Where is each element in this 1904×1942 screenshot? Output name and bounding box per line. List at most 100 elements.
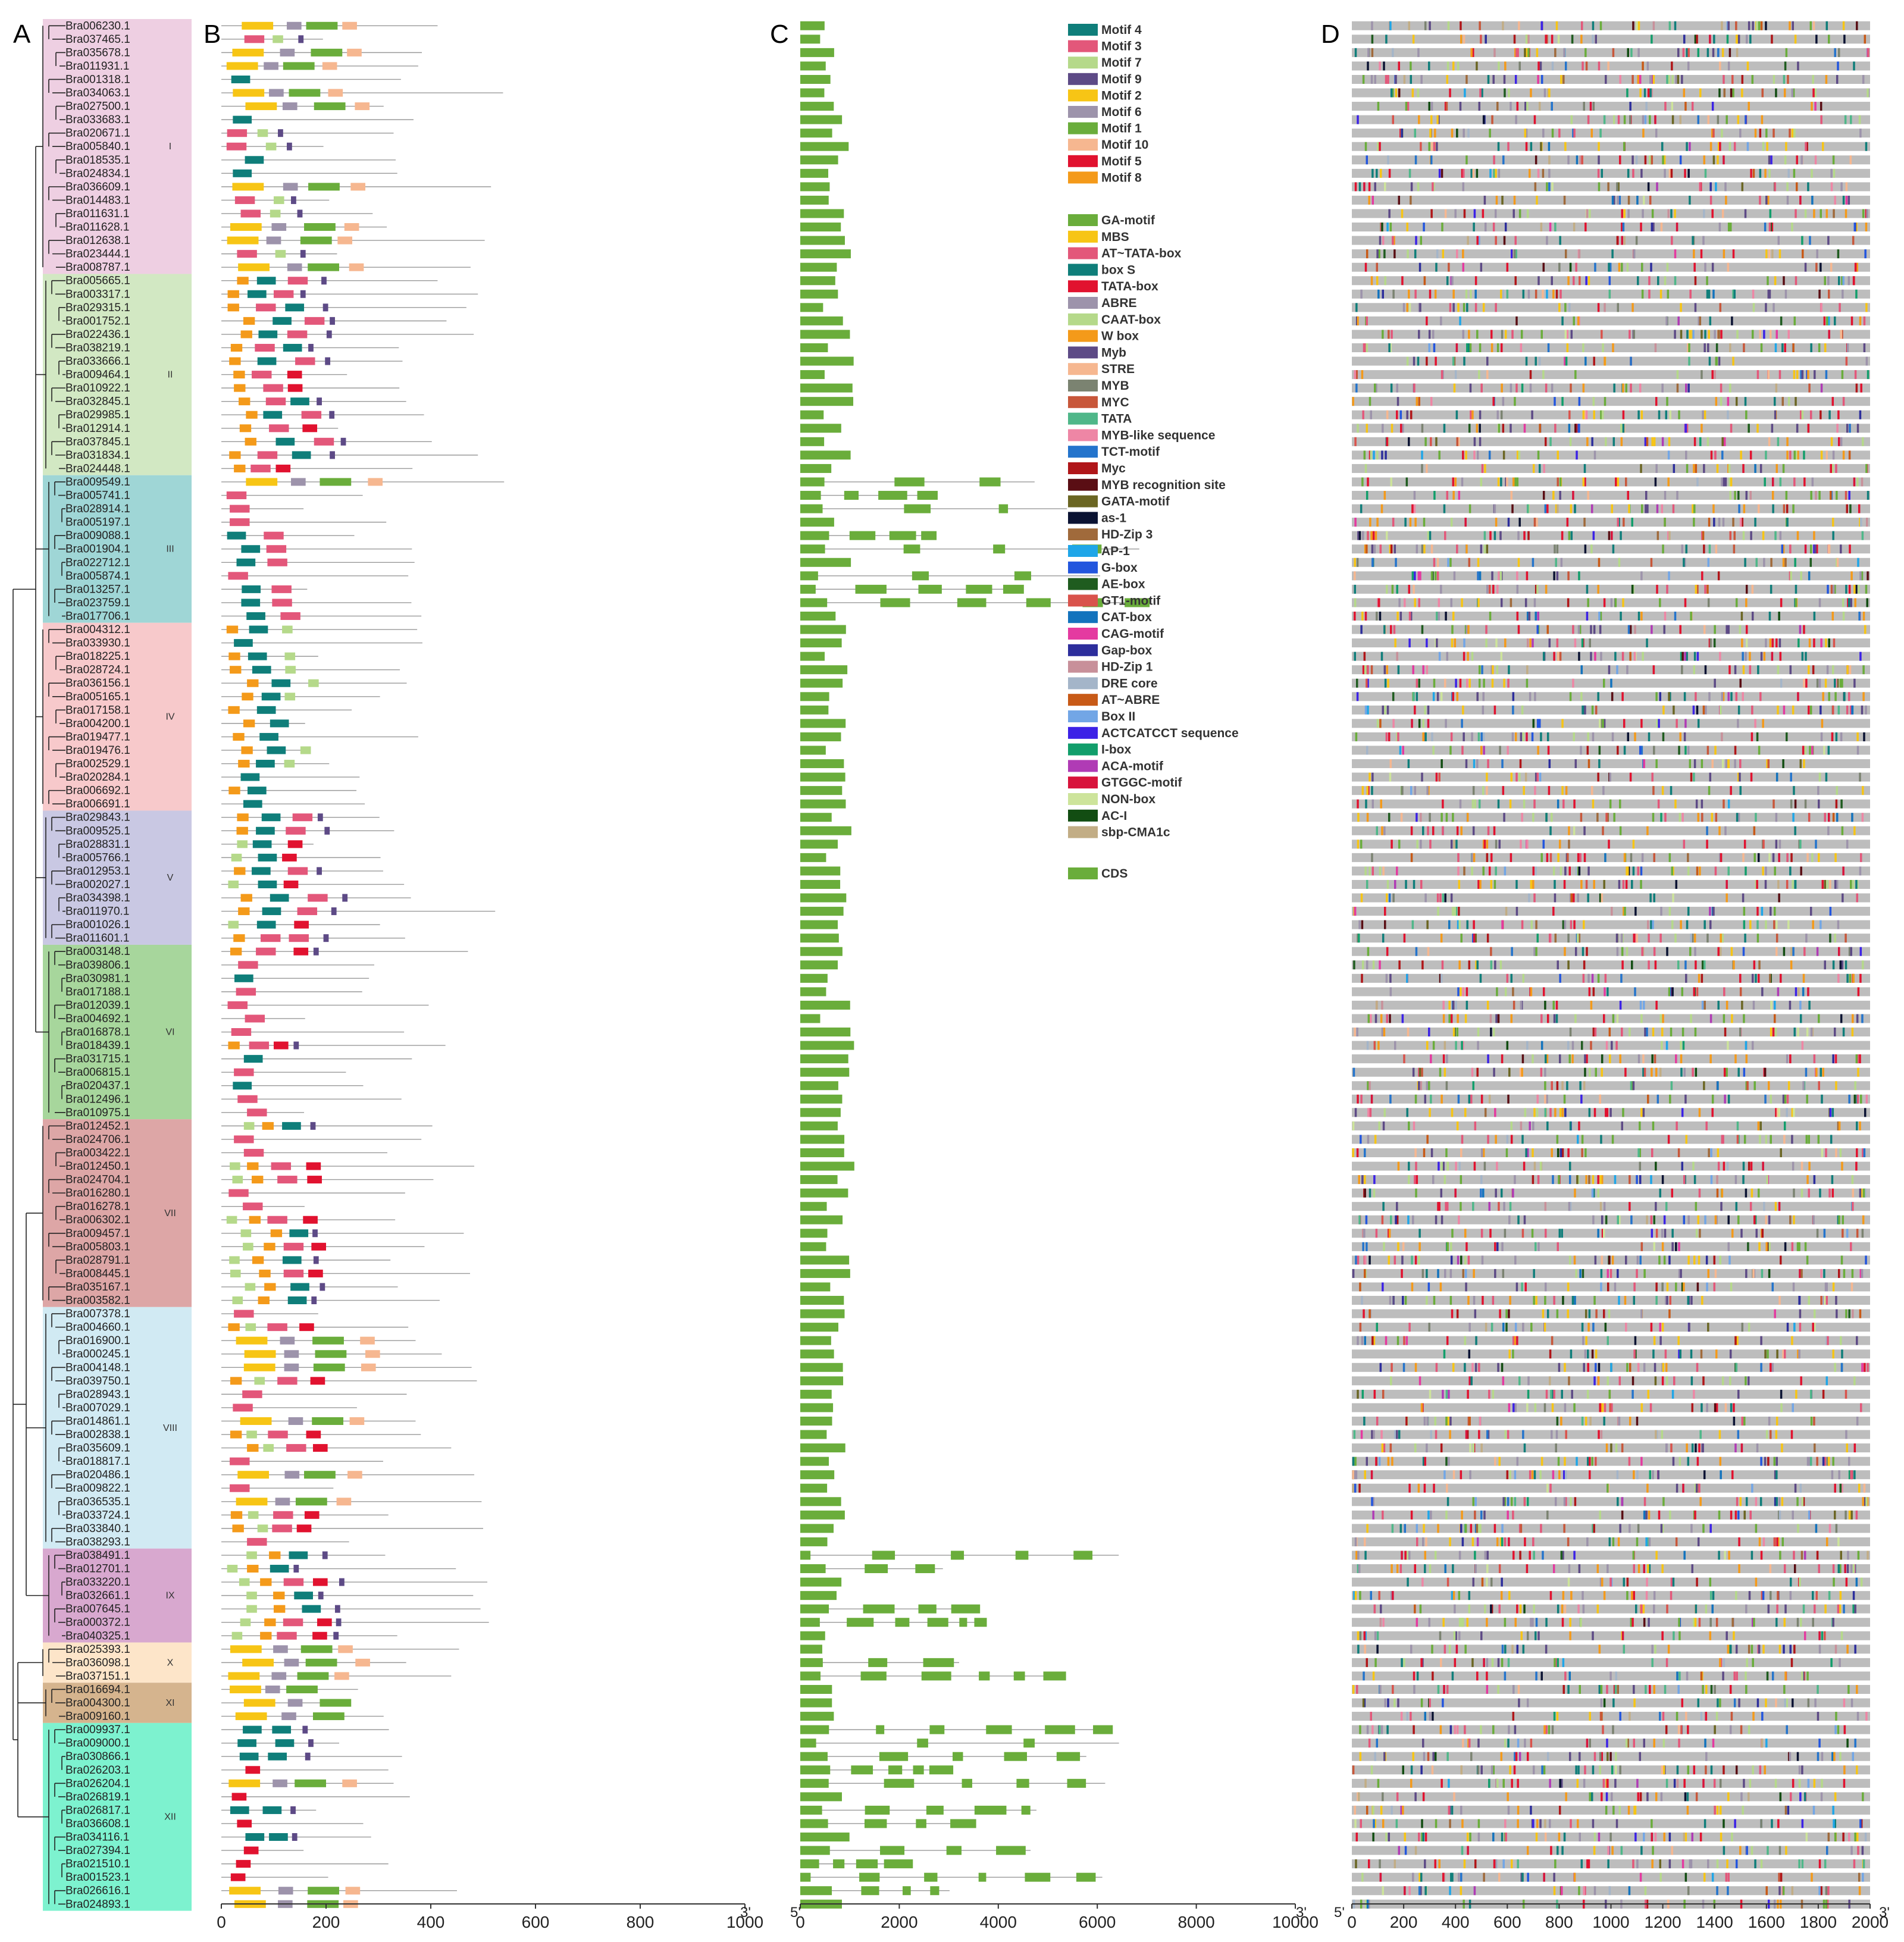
cis-element [1360,840,1363,849]
cis-element [1606,813,1609,822]
promoter-bar [1352,21,1870,30]
cis-element [1767,370,1770,380]
gene-label: Bra029315.1 [65,302,130,314]
cis-element [1693,437,1696,446]
cis-element [1540,21,1543,30]
cis-element [1416,813,1418,822]
cis-element [1757,1121,1760,1130]
cis-element [1361,920,1364,929]
cis-element [1467,343,1470,352]
cis-element [1577,893,1579,903]
cis-element [1750,531,1752,540]
cis-element [1777,437,1780,446]
motif-box [342,1779,357,1787]
cis-element [1491,571,1493,581]
cis-element [1473,920,1475,929]
cis-element [1584,1349,1587,1359]
cis-element [1670,1081,1673,1091]
cis-element [1426,356,1428,366]
cis-element [1687,907,1690,916]
cis-element [1391,1362,1393,1372]
cis-element [1708,786,1711,795]
cis-element [1524,129,1527,138]
cis-element [1846,705,1849,715]
cis-element [1697,48,1700,57]
cis-element [1749,920,1752,929]
cis-element [1742,1161,1745,1171]
motif-box [305,1752,311,1761]
cis-element [1745,1188,1748,1198]
cis-element [1845,584,1847,594]
motif-box [256,920,276,929]
cis-element [1561,316,1564,325]
cis-element [1709,638,1712,648]
cis-element [1362,665,1365,675]
cis-element [1759,195,1761,205]
cis-element [1701,330,1703,339]
motif-box [283,1618,303,1627]
cds-block [904,504,931,513]
cis-element [1620,424,1623,433]
cis-element [1773,1014,1776,1023]
cis-element [1837,705,1840,715]
cis-element [1655,1161,1657,1171]
cis-element [1601,1215,1604,1224]
promoter-bar [1352,1188,1870,1198]
cis-element [1661,786,1664,795]
cis-element [1590,129,1593,138]
cis-element [1654,960,1657,970]
cis-element [1825,1282,1828,1292]
cis-element [1758,1242,1761,1251]
cis-element [1608,665,1611,675]
cis-element [1389,1296,1392,1305]
cis-element [1803,759,1805,769]
cds-block [800,732,841,741]
motif-box [313,947,319,956]
cis-element [1741,518,1744,527]
cis-element [1472,1081,1475,1091]
cis-element [1624,1296,1627,1305]
cis-element [1784,557,1787,567]
cis-element [1354,571,1356,581]
cis-element [1453,571,1456,581]
cis-element [1480,477,1483,487]
cis-element [1711,813,1714,822]
cds-block [800,1403,834,1412]
cis-element [1850,1282,1853,1292]
cis-element [1512,1188,1514,1198]
motif-box [237,840,248,848]
cis-element [1616,236,1619,245]
promoter-bar [1352,544,1870,554]
cis-element [1809,557,1812,567]
cis-element [1818,343,1821,352]
cis-element [1568,1161,1571,1171]
cis-element [1749,450,1752,460]
cds-block [1021,1805,1031,1815]
cis-element [1854,1081,1856,1091]
cis-element [1707,557,1710,567]
cis-element [1379,611,1382,621]
cis-element [1360,1094,1363,1104]
cis-element [1715,343,1718,352]
cis-element [1365,1215,1368,1224]
cis-element [1711,262,1714,272]
cis-element [1529,168,1531,178]
cis-element [1612,115,1615,124]
cis-element [1775,947,1778,956]
cis-element [1842,1215,1844,1224]
cis-element [1833,209,1835,218]
cis-element [1364,1268,1366,1278]
motif-box [237,1819,252,1828]
cis-element [1540,1014,1543,1023]
cis-element [1824,343,1827,352]
cis-element [1701,1296,1703,1305]
cis-element [1451,1108,1454,1117]
cis-element [1546,1094,1548,1104]
motif-box [236,1860,251,1868]
cis-element [1392,518,1395,527]
promoter-bar [1352,1309,1870,1318]
cis-element [1727,61,1730,71]
cis-element [1793,168,1796,178]
cis-element [1786,437,1789,446]
cis-element [1535,866,1537,876]
